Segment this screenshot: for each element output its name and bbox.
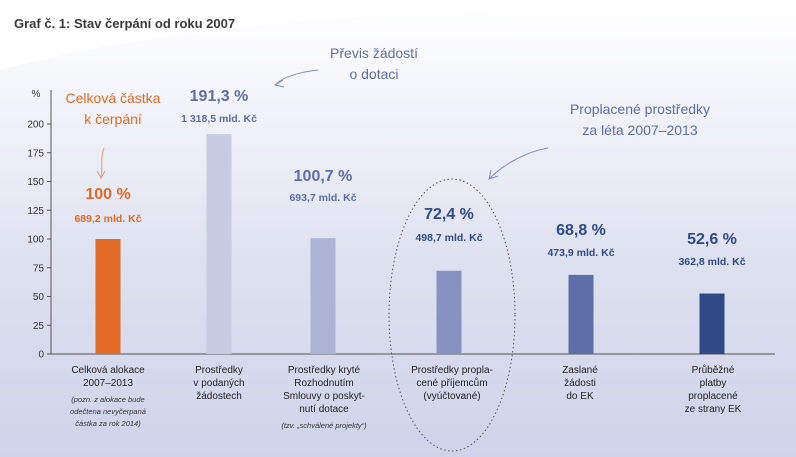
category-label-line: Prostředky propla- (411, 365, 493, 376)
annotation-text: k čerpání (84, 111, 142, 127)
bar-percent-label: 191,3 % (190, 88, 249, 105)
bar (310, 238, 336, 354)
category-note-line: odečtena nevyčerpaná (70, 407, 146, 416)
bar-amount-label: 498,7 mld. Kč (415, 232, 482, 244)
annotation-arrow (100, 147, 105, 178)
category-label-line: cené příjemcům (416, 377, 487, 389)
bar-value-labels: 100 % 689,2 mld. Kč 191,3 % 1 318,5 mld. Kč… (74, 88, 745, 268)
bar-percent-label: 52,6 % (687, 231, 737, 248)
category-label-line: platby (700, 378, 727, 389)
y-tick-label: 25 (33, 321, 45, 332)
y-axis-ticks: 0 25 50 75 100 125 150 175 200 (27, 120, 51, 361)
bar-percent-label: 72,4 % (424, 206, 474, 223)
category-label-line: v podaných (193, 378, 244, 389)
category-note-line: (pozn. z alokace bude (71, 395, 144, 404)
y-axis-unit-label: % (32, 89, 41, 100)
category-label-line: Celková alokace (71, 365, 145, 376)
annotation-text: Proplacené prostředky (570, 101, 710, 117)
bar (699, 293, 725, 354)
annotation-text: Celková částka (66, 90, 161, 106)
category-label-line: Průběžné (692, 364, 735, 376)
chart-title: Graf č. 1: Stav čerpání od roku 2007 (14, 16, 235, 31)
annotation-text: za léta 2007–2013 (582, 122, 697, 138)
bar (95, 239, 121, 354)
annotation-arrow (275, 69, 319, 85)
y-tick-label: 150 (27, 177, 44, 188)
category-label-line: Prostředky (195, 365, 243, 376)
bar-percent-label: 100 % (85, 186, 130, 203)
category-labels: Celková alokace 2007–2013 (pozn. z alokace… (70, 364, 742, 430)
bar-series (95, 134, 725, 354)
annotation-arrow (489, 147, 549, 179)
annotation-text: o dotaci (349, 66, 398, 82)
category-label-line: proplacené (688, 391, 738, 402)
bar-percent-label: 100,7 % (294, 168, 353, 185)
annotation-arrowhead (273, 79, 285, 88)
bar-amount-label: 1 318,5 mld. Kč (181, 113, 257, 125)
chart-annotations: Celková částka k čerpání Převis žádostí o d… (66, 45, 710, 452)
y-tick-label: 125 (27, 206, 44, 217)
y-tick-label: 175 (27, 148, 44, 159)
category-note-line: (tzv. „schválené projekty“) (281, 421, 367, 430)
y-tick-label: 0 (38, 350, 44, 361)
y-tick-label: 200 (27, 120, 44, 131)
category-note-line: částka za rok 2014) (75, 419, 141, 428)
category-label-line: nutí dotace (299, 404, 349, 415)
bar-amount-label: 362,8 mld. Kč (678, 256, 745, 268)
annotation-arrowhead (96, 170, 106, 180)
category-label-line: žádostech (196, 391, 242, 402)
category-label-line: (vyúčtované) (423, 391, 480, 402)
y-tick-label: 100 (27, 235, 44, 246)
annotation-arrowhead (488, 169, 499, 180)
bar (568, 274, 594, 354)
category-label-line: Rozhodnutím (294, 378, 353, 389)
bar-percent-label: 68,8 % (556, 222, 606, 239)
bar-amount-label: 473,9 mld. Kč (547, 247, 614, 259)
category-label-line: žádosti (564, 378, 596, 389)
y-tick-label: 75 (33, 263, 45, 274)
category-label-line: do EK (566, 391, 594, 402)
annotation-text: Převis žádostí (330, 45, 418, 61)
y-tick-label: 50 (33, 292, 45, 303)
bar-amount-label: 689,2 mld. Kč (74, 213, 141, 225)
category-label-line: 2007–2013 (83, 378, 133, 389)
category-label-line: Prostředky kryté (288, 365, 361, 376)
highlight-ellipse (388, 178, 516, 452)
category-label-line: ze strany EK (685, 404, 742, 415)
category-label-line: Smlouvy o poskyt- (283, 391, 365, 402)
category-label-line: Zaslané (562, 365, 598, 376)
bar (206, 134, 232, 354)
bar-amount-label: 693,7 mld. Kč (289, 192, 356, 204)
bar (436, 270, 462, 354)
